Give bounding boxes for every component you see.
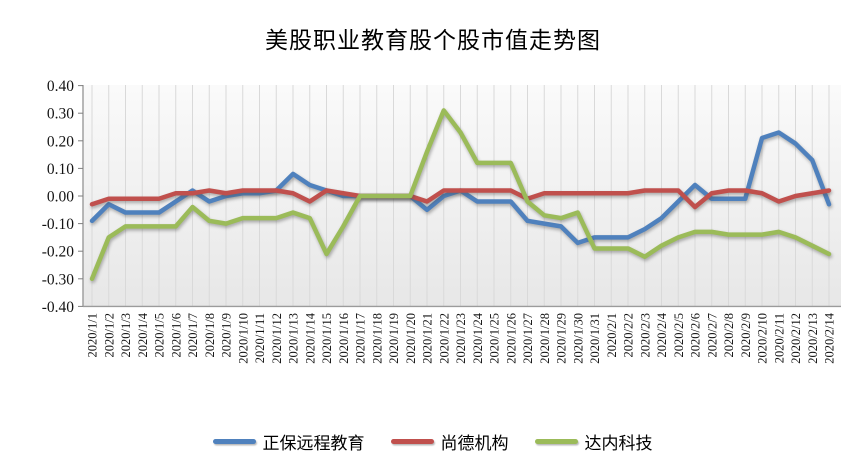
x-tick-label: 2020/1/6 [169, 313, 183, 357]
legend-item: 正保远程教育 [212, 429, 365, 454]
x-tick-label: 2020/1/9 [220, 313, 234, 357]
x-tick-label: 2020/1/13 [287, 313, 301, 364]
x-tick-label: 2020/1/22 [437, 313, 451, 364]
y-tick-label: -0.10 [42, 216, 75, 233]
y-tick-label: -0.40 [42, 299, 75, 316]
x-tick-label: 2020/1/24 [471, 312, 485, 363]
series-line-尚德机构 [89, 188, 832, 210]
chart-title: 美股职业教育股个股市值走势图 [265, 28, 601, 53]
y-tick-label: 0.20 [47, 133, 74, 150]
x-tick-label: 2020/1/4 [136, 312, 150, 357]
x-tick-label: 2020/2/6 [689, 313, 703, 357]
x-tick-label: 2020/1/12 [270, 313, 284, 364]
legend-item: 达内科技 [534, 429, 653, 454]
x-tick-label: 2020/1/5 [153, 313, 167, 357]
y-tick-label: -0.20 [42, 244, 75, 261]
x-tick-label: 2020/2/12 [789, 313, 803, 364]
series-line-达内科技 [89, 108, 832, 282]
y-tick-label: 0.00 [47, 189, 74, 206]
x-tick-label: 2020/1/20 [404, 313, 418, 364]
x-tick-label: 2020/2/3 [638, 313, 652, 357]
legend-label: 尚德机构 [440, 434, 509, 453]
legend-line-swatch [390, 439, 434, 444]
x-tick-label: 2020/2/1 [605, 313, 619, 357]
x-tick-label: 2020/1/29 [555, 313, 569, 364]
x-tick-label: 2020/1/26 [504, 313, 518, 364]
x-tick-label: 2020/2/8 [722, 313, 736, 357]
legend-line-swatch [534, 439, 578, 444]
x-tick-label: 2020/1/11 [253, 313, 267, 363]
x-tick-label: 2020/1/31 [588, 313, 602, 364]
legend-label: 正保远程教育 [262, 434, 365, 453]
x-tick-label: 2020/1/14 [303, 312, 317, 363]
x-tick-label: 2020/1/3 [119, 313, 133, 357]
legend-label: 达内科技 [584, 434, 653, 453]
x-tick-label: 2020/2/13 [806, 313, 820, 364]
y-tick-label: 0.30 [47, 106, 74, 123]
x-tick-label: 2020/2/2 [622, 313, 636, 357]
x-tick-label: 2020/1/23 [454, 313, 468, 364]
x-tick-label: 2020/1/18 [370, 313, 384, 364]
x-tick-label: 2020/1/2 [102, 313, 116, 357]
x-tick-label: 2020/1/25 [488, 313, 502, 364]
x-tick-label: 2020/2/11 [772, 313, 786, 363]
legend: 正保远程教育 尚德机构 达内科技 [0, 429, 865, 454]
x-tick-label: 2020/1/21 [421, 313, 435, 364]
legend-line-swatch [212, 439, 256, 444]
x-tick-label: 2020/2/5 [672, 313, 686, 357]
x-tick-label: 2020/1/16 [337, 313, 351, 364]
y-tick-label: 0.40 [47, 78, 74, 95]
x-tick-label: 2020/1/19 [387, 313, 401, 364]
x-tick-label: 2020/1/1 [86, 313, 100, 357]
x-tick-label: 2020/1/28 [538, 313, 552, 364]
x-tick-label: 2020/1/30 [571, 313, 585, 364]
legend-item: 尚德机构 [390, 429, 509, 454]
x-tick-label: 2020/2/4 [655, 312, 669, 357]
x-tick-label: 2020/2/14 [823, 312, 837, 363]
x-tick-label: 2020/2/9 [739, 313, 753, 357]
y-tick-label: 0.10 [47, 161, 74, 178]
x-tick-label: 2020/1/8 [203, 313, 217, 357]
x-tick-label: 2020/1/15 [320, 313, 334, 364]
x-tick-label: 2020/2/7 [705, 313, 719, 357]
x-tick-label: 2020/1/7 [186, 313, 200, 357]
x-tick-label: 2020/1/10 [236, 313, 250, 364]
y-tick-label: -0.30 [42, 271, 75, 288]
x-tick-label: 2020/2/10 [756, 313, 770, 364]
x-tick-label: 2020/1/17 [354, 313, 368, 364]
x-tick-label: 2020/1/27 [521, 313, 535, 364]
plot-area: 0.40 0.30 0.20 0.10 0.00 -0.10 -0.20 -0.30 -0.40… [42, 78, 841, 364]
